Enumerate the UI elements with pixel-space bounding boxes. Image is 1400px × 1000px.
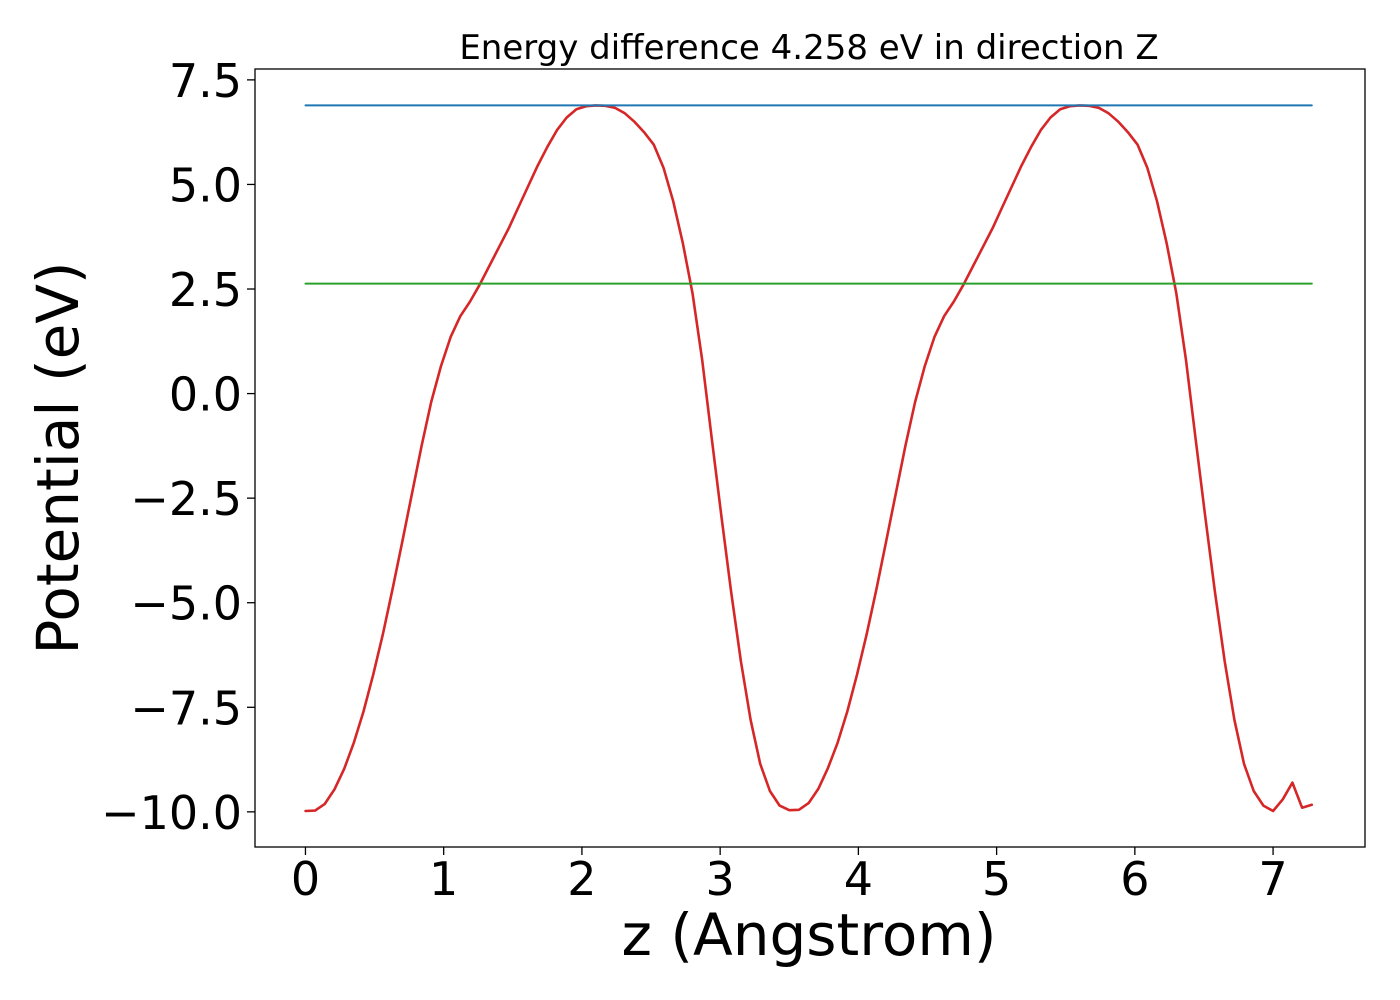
y-tick-label: 7.5: [169, 54, 242, 108]
series-layer: [304, 104, 1314, 813]
x-tick-label: 4: [844, 852, 873, 906]
y-tick-label: 0.0: [169, 368, 242, 422]
series-line-1: [304, 104, 1314, 813]
y-tick-label: 2.5: [169, 263, 242, 317]
y-tick-label: 5.0: [169, 158, 242, 212]
x-tick-label: 7: [1258, 852, 1287, 906]
chart-title: Energy difference 4.258 eV in direction …: [459, 28, 1158, 68]
x-axis-label: z (Angstrom): [622, 901, 997, 969]
y-tick-label: −2.5: [130, 472, 242, 526]
y-tick-label: −7.5: [130, 681, 242, 735]
x-tick-label: 2: [567, 852, 596, 906]
y-axis-label: Potential (eV): [24, 261, 92, 654]
x-tick-label: 3: [706, 852, 735, 906]
y-tick-label: −10.0: [101, 786, 242, 840]
y-tick-label: −5.0: [130, 577, 242, 631]
x-tick-label: 5: [982, 852, 1011, 906]
plot-frame: [254, 68, 1366, 848]
y-axis: 7.5 5.0 2.5 0.0 −2.5 −5.0 −7.5 −10.0: [101, 54, 255, 840]
x-tick-label: 6: [1120, 852, 1149, 906]
x-tick-label: 0: [291, 852, 320, 906]
x-axis: 0 1 2 3 4 5 6 7: [291, 847, 1288, 906]
x-tick-label: 1: [429, 852, 458, 906]
